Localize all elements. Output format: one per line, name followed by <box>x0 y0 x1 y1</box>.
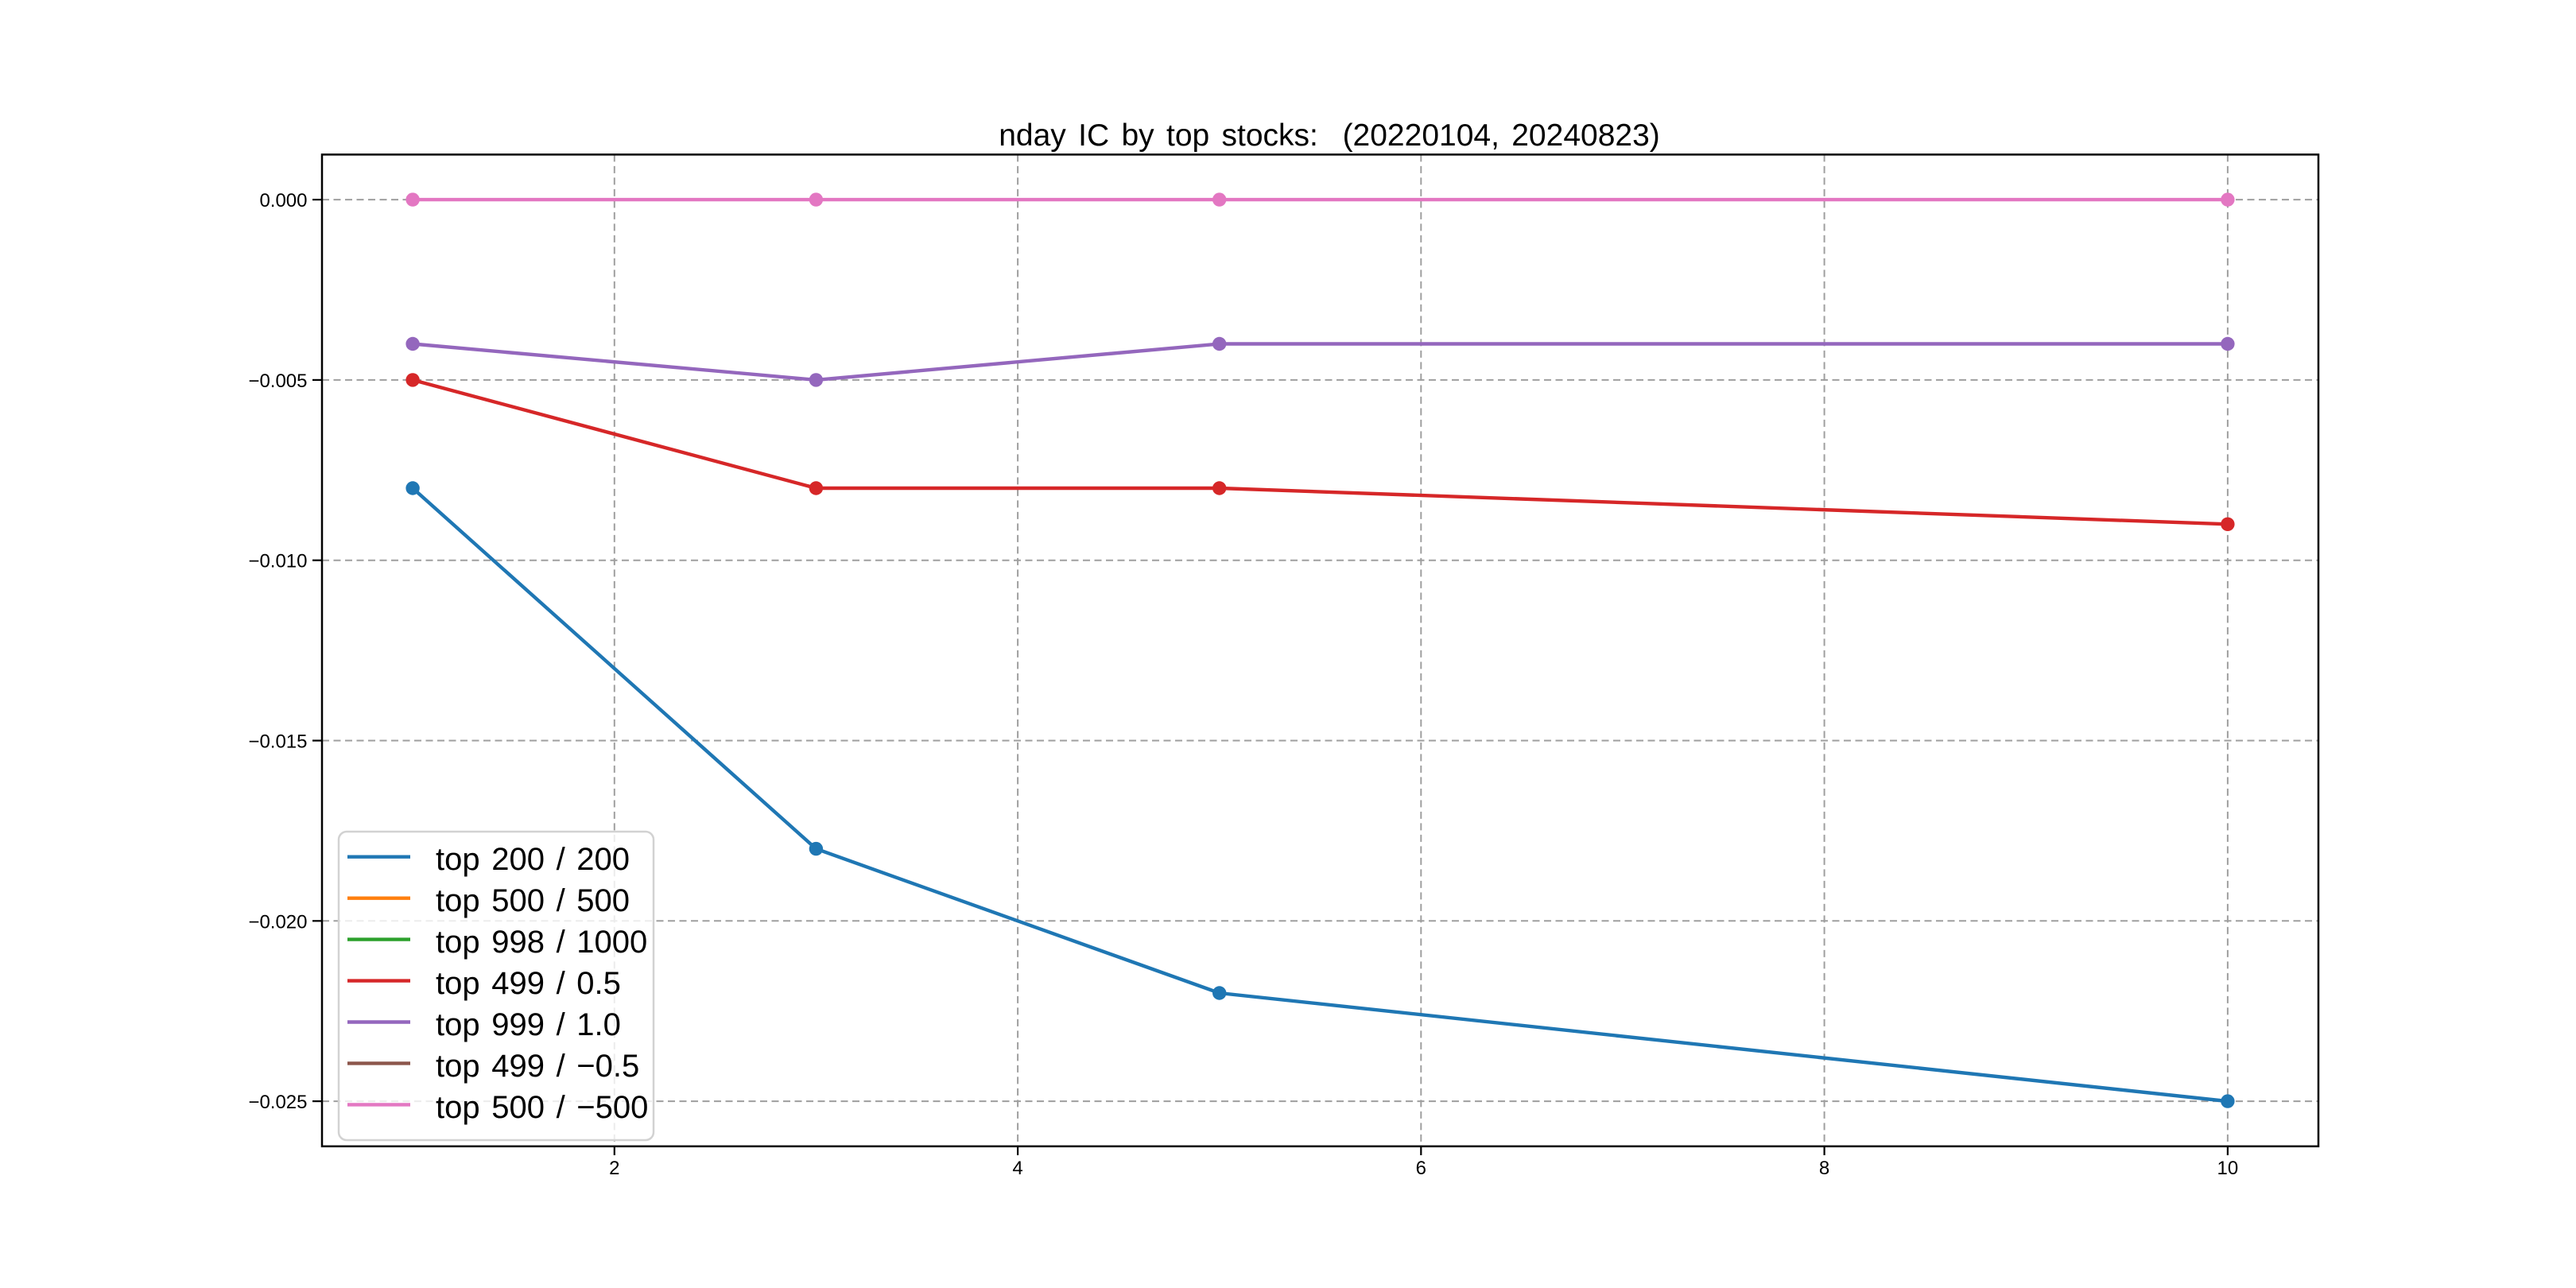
svg-text:−0.010: −0.010 <box>248 551 307 572</box>
svg-text:−0.025: −0.025 <box>248 1092 307 1113</box>
svg-text:nday IC by top stocks: (20220: nday IC by top stocks: (20220104, 202408… <box>999 118 1660 153</box>
svg-text:top 499 / −0.5: top 499 / −0.5 <box>436 1049 639 1084</box>
svg-text:−0.005: −0.005 <box>248 370 307 392</box>
svg-text:4: 4 <box>1012 1158 1022 1179</box>
svg-text:−0.015: −0.015 <box>248 731 307 753</box>
svg-text:top 500 / 500: top 500 / 500 <box>436 883 630 918</box>
svg-text:8: 8 <box>1819 1158 1829 1179</box>
svg-text:top 999 / 1.0: top 999 / 1.0 <box>436 1007 621 1042</box>
svg-text:10: 10 <box>2217 1158 2239 1179</box>
svg-text:top 499 / 0.5: top 499 / 0.5 <box>436 966 621 1001</box>
svg-text:top 998 / 1000: top 998 / 1000 <box>436 925 647 960</box>
svg-text:−0.020: −0.020 <box>248 911 307 933</box>
svg-text:top 500 / −500: top 500 / −500 <box>436 1090 648 1125</box>
svg-text:6: 6 <box>1416 1158 1426 1179</box>
svg-text:0.000: 0.000 <box>259 190 307 211</box>
svg-text:top 200 / 200: top 200 / 200 <box>436 842 630 877</box>
svg-text:2: 2 <box>609 1158 619 1179</box>
